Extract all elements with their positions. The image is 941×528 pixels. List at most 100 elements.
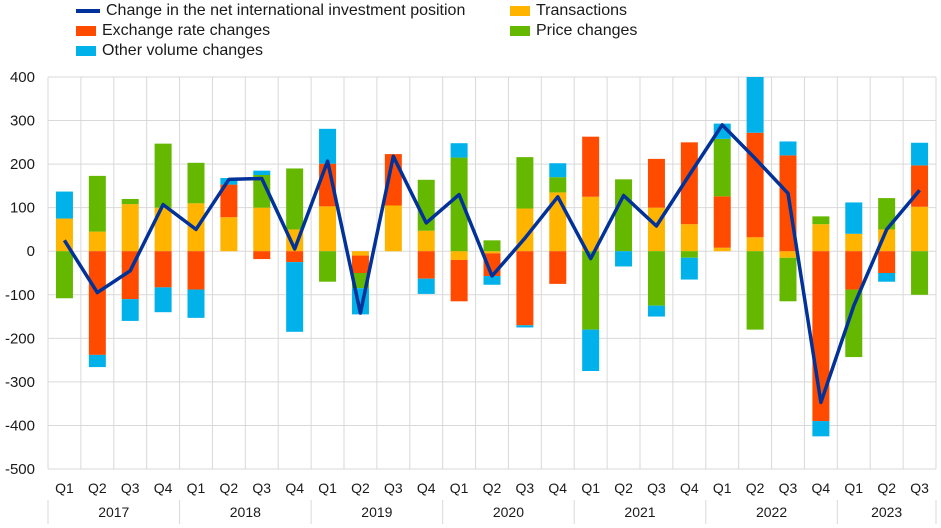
x-tick-label: Q2: [220, 480, 239, 496]
bar-price-changes: [121, 198, 139, 205]
niip-line: [62, 123, 921, 405]
bar-price-changes: [549, 177, 567, 193]
legend-item-other-volume: Other volume changes: [76, 41, 263, 61]
bar-other-volume-changes: [88, 354, 106, 368]
bar-transactions: [417, 230, 435, 252]
y-tick-label: 100: [10, 200, 35, 217]
x-tick-label: Q3: [647, 480, 666, 496]
x-tick-label: Q4: [285, 480, 304, 496]
bar-other-volume-changes: [154, 287, 172, 313]
legend-item-price: Price changes: [510, 21, 637, 41]
x-tick-label: Q2: [483, 480, 502, 496]
bar-transactions: [351, 251, 369, 256]
legend-swatch-other-volume: [76, 45, 96, 56]
bar-price-changes: [680, 251, 698, 258]
bar-other-volume-changes: [450, 143, 468, 158]
y-axis-ticks: 400 300 200 100 0 -100 -200 -300 -400 -500: [5, 69, 35, 478]
x-axis: Q1 Q2 Q3 Q4 Q1 Q2 Q3 Q4 Q1 Q2 Q3 Q4 Q1 Q2 Q3 Q4 Q1 Q2 Q3 Q4…: [47, 468, 937, 524]
bar-exchange-rate-changes: [680, 142, 698, 225]
bar-transactions: [483, 251, 501, 254]
x-tick-label: Q2: [614, 480, 633, 496]
bar-other-volume-changes: [55, 191, 73, 219]
bar-exchange-rate-changes: [187, 251, 205, 290]
bar-transactions: [845, 233, 863, 252]
y-tick-label: -500: [5, 461, 35, 478]
bar-price-changes: [88, 175, 106, 232]
legend-item-transactions: Transactions: [510, 1, 627, 21]
bar-other-volume-changes: [549, 163, 567, 178]
bar-price-changes: [615, 179, 633, 252]
bar-other-volume-changes: [647, 305, 665, 317]
bar-exchange-rate-changes: [88, 251, 106, 355]
x-tick-label: Q2: [746, 480, 765, 496]
legend-swatch-price: [510, 25, 530, 36]
bar-price-changes: [582, 251, 600, 330]
year-label: 2023: [871, 504, 902, 520]
year-label: 2022: [756, 504, 787, 520]
x-tick-label: Q1: [713, 480, 732, 496]
x-tick-label: Q1: [318, 480, 337, 496]
bar-exchange-rate-changes: [516, 251, 534, 326]
bar-transactions: [220, 217, 238, 252]
bar-other-volume-changes: [845, 202, 863, 234]
bar-transactions: [911, 206, 929, 252]
bar-exchange-rate-changes: [845, 251, 863, 290]
bar-exchange-rate-changes: [647, 158, 665, 208]
year-label: 2021: [624, 504, 655, 520]
bar-exchange-rate-changes: [220, 184, 238, 218]
bar-transactions: [549, 192, 567, 252]
x-tick-label: Q2: [877, 480, 896, 496]
year-label: 2017: [98, 504, 129, 520]
bar-price-changes: [746, 251, 764, 330]
bar-transactions: [319, 206, 337, 252]
legend-label-transactions: Transactions: [536, 2, 627, 19]
y-tick-label: 0: [27, 243, 35, 260]
year-label: 2020: [493, 504, 524, 520]
bar-other-volume-changes: [417, 278, 435, 294]
x-tick-label: Q1: [581, 480, 600, 496]
legend-label-niip: Change in the net international investme…: [106, 2, 466, 19]
x-tick-label: Q2: [351, 480, 370, 496]
x-tick-label: Q3: [516, 480, 535, 496]
bar-transactions: [812, 224, 830, 252]
x-tick-label: Q3: [252, 480, 271, 496]
x-tick-label: Q3: [910, 480, 929, 496]
y-tick-label: 200: [10, 156, 35, 173]
bar-other-volume-changes: [286, 262, 304, 332]
x-tick-label: Q4: [812, 480, 831, 496]
year-label: 2018: [230, 504, 261, 520]
bar-transactions: [253, 207, 271, 252]
bar-exchange-rate-changes: [351, 255, 369, 273]
bar-other-volume-changes: [779, 141, 797, 156]
bar-price-changes: [55, 251, 73, 299]
y-tick-label: 300: [10, 113, 35, 130]
bar-exchange-rate-changes: [253, 251, 271, 260]
bar-other-volume-changes: [121, 299, 139, 321]
y-tick-label: 400: [10, 69, 35, 86]
bar-other-volume-changes: [615, 251, 633, 267]
x-tick-label: Q1: [844, 480, 863, 496]
legend-label-price: Price changes: [536, 22, 638, 39]
bar-price-changes: [286, 168, 304, 230]
year-label: 2019: [361, 504, 392, 520]
bar-price-changes: [878, 198, 896, 230]
bar-price-changes: [154, 143, 172, 208]
x-tick-label: Q4: [154, 480, 173, 496]
bar-transactions: [582, 196, 600, 252]
bar-other-volume-changes: [911, 142, 929, 166]
bar-transactions: [713, 247, 731, 252]
bar-other-volume-changes: [680, 257, 698, 280]
bar-exchange-rate-changes: [154, 251, 172, 288]
bar-exchange-rate-changes: [878, 251, 896, 273]
legend-label-exchange-rate: Exchange rate changes: [102, 22, 271, 39]
bar-transactions: [680, 224, 698, 252]
bar-exchange-rate-changes: [582, 136, 600, 197]
bar-other-volume-changes: [483, 276, 501, 285]
bar-price-changes: [253, 175, 271, 208]
bar-price-changes: [647, 251, 665, 306]
bar-price-changes: [319, 251, 337, 282]
bar-transactions: [878, 229, 896, 252]
x-tick-label: Q1: [55, 480, 74, 496]
x-tick-label: Q4: [680, 480, 699, 496]
bar-exchange-rate-changes: [286, 251, 304, 263]
